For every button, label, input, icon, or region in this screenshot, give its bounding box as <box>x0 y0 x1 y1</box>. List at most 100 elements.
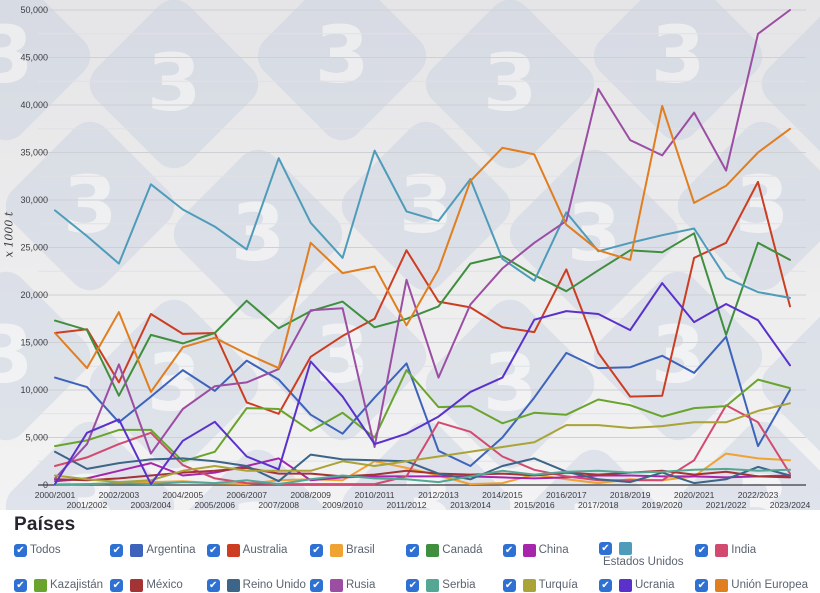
legend-label-kazajistán: Kazajistán <box>50 579 104 591</box>
y-axis-tick-label: 20,000 <box>20 290 48 300</box>
checkbox-india[interactable]: ✔ <box>695 543 709 557</box>
legend-item-turquía[interactable]: ✔ Turquía <box>502 577 595 593</box>
x-axis-tick-label: 2015/2016 <box>514 500 555 510</box>
checkbox-brasil[interactable]: ✔ <box>309 543 323 557</box>
legend-label-todos: Todos <box>30 544 61 556</box>
x-axis-tick-label: 2007/2008 <box>258 500 299 510</box>
legend-item-serbia[interactable]: ✔ Serbia <box>406 577 498 593</box>
legend-color-swatch-turquía <box>522 578 536 592</box>
checkbox-estados-unidos[interactable]: ✔ <box>598 542 612 555</box>
checkbox-reino-unido[interactable]: ✔ <box>206 578 220 592</box>
series-line-turquía <box>54 402 791 484</box>
x-axis-tick-label: 2004/2005 <box>163 490 204 500</box>
x-axis-tick-label: 2005/2006 <box>194 500 235 510</box>
x-axis-tick-label: 2021/2022 <box>706 500 747 510</box>
legend-color-swatch-india <box>715 543 729 557</box>
checkbox-australia[interactable]: ✔ <box>206 543 220 557</box>
series-line-serbia <box>54 467 791 486</box>
legend-item-rusia[interactable]: ✔ Rusia <box>309 577 402 593</box>
x-axis-tick-label: 2013/2014 <box>450 500 491 510</box>
legend-item-argentina[interactable]: ✔ Argentina <box>110 542 202 558</box>
x-axis-tick-label: 2017/2018 <box>578 500 619 510</box>
legend-item-brasil[interactable]: ✔ Brasil <box>309 542 402 558</box>
y-axis-tick-label: 0 <box>43 480 48 490</box>
series-line-canadá <box>54 232 791 397</box>
checkbox-méxico[interactable]: ✔ <box>110 578 124 592</box>
legend-item-reino-unido[interactable]: ✔ Reino Unido <box>206 577 306 593</box>
legend-label-ucrania: Ucrania <box>634 579 675 591</box>
legend-item-unión-europea[interactable]: ✔ Unión Europea <box>695 577 808 593</box>
series-line-argentina <box>54 335 791 467</box>
x-axis-tick-label: 2023/2024 <box>770 500 811 510</box>
x-axis-tick-label: 2006/2007 <box>226 490 267 500</box>
legend-color-swatch-kazajistán <box>34 578 47 592</box>
x-axis-tick-label: 2014/2015 <box>482 490 523 500</box>
x-axis-tick-label: 2009/2010 <box>322 500 363 510</box>
x-axis-tick-label: 2016/2017 <box>546 490 587 500</box>
checkbox-ucrania[interactable]: ✔ <box>598 578 612 592</box>
series-line-kazajistán <box>54 369 791 463</box>
legend-color-swatch-rusia <box>329 578 343 592</box>
legend-item-estados-unidos[interactable]: ✔ Estados Unidos <box>598 542 691 568</box>
checkbox-todos[interactable]: ✔ <box>14 543 27 557</box>
legend-item-ucrania[interactable]: ✔ Ucrania <box>598 577 691 593</box>
legend-color-swatch-reino-unido <box>226 578 240 592</box>
legend-label-india: India <box>731 544 757 556</box>
legend-grid: ✔ Todos ✔ Argentina ✔ Australia ✔ Brasil ✔ Canadá… <box>14 542 808 593</box>
checkbox-china[interactable]: ✔ <box>502 543 516 557</box>
line-chart: 0 5,000 10,000 15,000 20,000 25,000 30,000 35,0… <box>20 5 811 510</box>
x-axis-tick-label: 2010/2011 <box>355 490 395 500</box>
legend-title: Países <box>14 514 76 535</box>
legend-color-swatch-canadá <box>426 543 440 557</box>
legend-panel: Países ✔ Todos ✔ Argentina ✔ Australia ✔ Brasil… <box>0 510 820 592</box>
x-axis-tick-label: 2000/2001 <box>35 490 76 500</box>
checkbox-argentina[interactable]: ✔ <box>110 543 124 557</box>
y-axis-tick-label: 25,000 <box>20 243 48 253</box>
checkbox-canadá[interactable]: ✔ <box>406 543 420 557</box>
legend-color-swatch-ucrania <box>618 578 632 592</box>
checkbox-serbia[interactable]: ✔ <box>406 578 420 592</box>
series-line-ucrania <box>54 282 791 486</box>
legend-label-rusia: Rusia <box>345 579 376 591</box>
legend-color-swatch-serbia <box>426 578 440 592</box>
checkbox-turquía[interactable]: ✔ <box>502 578 516 592</box>
legend-color-swatch-estados-unidos <box>618 542 632 555</box>
legend-item-todos[interactable]: ✔ Todos <box>14 542 106 558</box>
checkbox-rusia[interactable]: ✔ <box>309 578 323 592</box>
legend-item-canadá[interactable]: ✔ Canadá <box>406 542 498 558</box>
series-line-estados-unidos <box>54 149 791 299</box>
legend-item-china[interactable]: ✔ China <box>502 542 595 558</box>
legend-label-serbia: Serbia <box>442 579 476 591</box>
x-axis-tick-label: 2020/2021 <box>674 490 715 500</box>
y-axis-tick-label: 50,000 <box>20 5 48 15</box>
chart-region: 333333333333333333333333 05,00010,00015,… <box>0 0 820 510</box>
series-line-rusia <box>54 9 791 480</box>
legend-label-china: China <box>538 544 569 556</box>
legend-item-kazajistán[interactable]: ✔ Kazajistán <box>14 577 106 593</box>
series-line-reino-unido <box>54 450 791 485</box>
legend-label-turquía: Turquía <box>538 579 578 591</box>
legend-item-australia[interactable]: ✔ Australia <box>206 542 306 558</box>
y-axis-tick-label: 45,000 <box>20 53 48 63</box>
legend-label-reino-unido: Reino Unido <box>242 579 306 591</box>
legend-color-swatch-unión-europea <box>715 578 729 592</box>
series-line-unión-europea <box>54 104 791 393</box>
x-axis-tick-label: 2022/2023 <box>738 490 779 500</box>
legend-item-méxico[interactable]: ✔ México <box>110 577 202 593</box>
legend-color-swatch-china <box>522 543 536 557</box>
series-line-india <box>54 404 791 486</box>
legend-color-swatch-argentina <box>130 543 144 557</box>
legend-item-india[interactable]: ✔ India <box>695 542 808 558</box>
x-axis-tick-label: 2008/2009 <box>290 490 331 500</box>
legend-color-swatch-méxico <box>130 578 144 592</box>
y-axis-tick-label: 40,000 <box>20 100 48 110</box>
checkbox-kazajistán[interactable]: ✔ <box>14 578 27 592</box>
x-axis-tick-label: 2018/2019 <box>610 490 651 500</box>
legend-label-brasil: Brasil <box>345 544 375 556</box>
x-axis-tick-label: 2003/2004 <box>131 500 172 510</box>
checkbox-unión-europea[interactable]: ✔ <box>695 578 709 592</box>
y-axis-tick-label: 15,000 <box>20 338 48 348</box>
x-axis-tick-label: 2011/2012 <box>387 500 427 510</box>
legend-label-unión-europea: Unión Europea <box>731 579 808 591</box>
